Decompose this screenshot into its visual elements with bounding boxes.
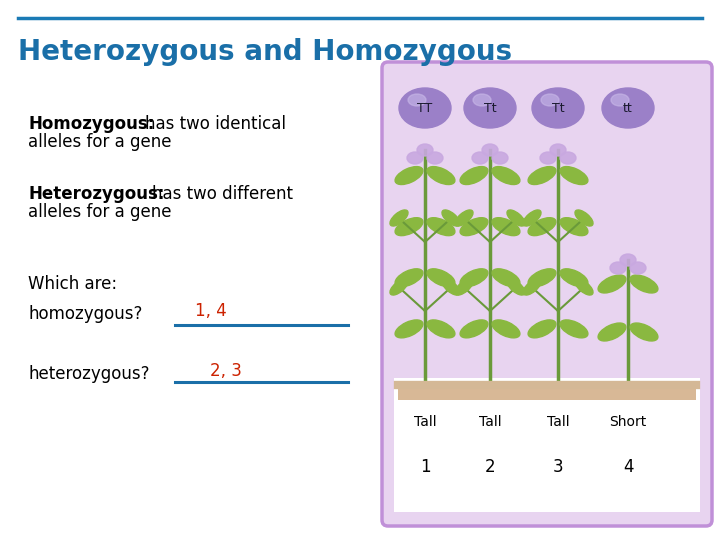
Ellipse shape <box>560 269 588 287</box>
Ellipse shape <box>460 320 488 338</box>
Ellipse shape <box>442 279 460 295</box>
Text: Heterozygous:: Heterozygous: <box>28 185 164 203</box>
Ellipse shape <box>482 144 498 156</box>
Ellipse shape <box>532 88 584 128</box>
Bar <box>398 385 696 400</box>
Text: Tall: Tall <box>479 415 501 429</box>
Ellipse shape <box>560 218 588 235</box>
Ellipse shape <box>523 279 541 295</box>
Ellipse shape <box>528 320 556 338</box>
Ellipse shape <box>541 94 559 106</box>
Text: Homozygous:  has two identical
alleles for a gene: Homozygous: has two identical alleles fo… <box>28 115 293 154</box>
Text: Short: Short <box>609 415 647 429</box>
Text: Heterozygous and Homozygous: Heterozygous and Homozygous <box>18 38 512 66</box>
Ellipse shape <box>550 144 566 156</box>
Ellipse shape <box>492 166 520 185</box>
Ellipse shape <box>427 320 455 338</box>
Ellipse shape <box>528 269 556 287</box>
Ellipse shape <box>560 152 576 164</box>
Text: 4: 4 <box>623 458 634 476</box>
Text: Tt: Tt <box>552 102 564 114</box>
Text: has two identical: has two identical <box>145 115 286 133</box>
Ellipse shape <box>575 279 593 295</box>
Text: alleles for a gene: alleles for a gene <box>28 203 171 221</box>
Text: Which are:: Which are: <box>28 275 117 293</box>
Ellipse shape <box>460 269 488 287</box>
Ellipse shape <box>611 94 629 106</box>
Ellipse shape <box>492 218 520 235</box>
Ellipse shape <box>464 88 516 128</box>
Text: tt: tt <box>623 102 633 114</box>
Ellipse shape <box>630 275 658 293</box>
Text: 3: 3 <box>553 458 563 476</box>
Text: 1, 4: 1, 4 <box>195 302 227 320</box>
Ellipse shape <box>455 279 473 295</box>
Text: 2, 3: 2, 3 <box>210 362 242 380</box>
Ellipse shape <box>427 152 443 164</box>
Text: heterozygous?: heterozygous? <box>28 365 150 383</box>
Text: Tall: Tall <box>546 415 570 429</box>
Ellipse shape <box>602 88 654 128</box>
Text: alleles for a gene: alleles for a gene <box>28 133 171 151</box>
Ellipse shape <box>598 323 626 341</box>
FancyBboxPatch shape <box>382 62 712 526</box>
Ellipse shape <box>442 210 460 226</box>
Ellipse shape <box>630 262 646 274</box>
Ellipse shape <box>427 218 455 235</box>
Ellipse shape <box>492 320 520 338</box>
Ellipse shape <box>408 94 426 106</box>
Text: 2: 2 <box>485 458 495 476</box>
Ellipse shape <box>390 279 408 295</box>
Text: Homozygous:: Homozygous: <box>28 115 154 133</box>
Bar <box>394 378 700 512</box>
Ellipse shape <box>610 262 626 274</box>
Ellipse shape <box>395 269 423 287</box>
Ellipse shape <box>473 94 491 106</box>
Ellipse shape <box>630 323 658 341</box>
Ellipse shape <box>390 210 408 226</box>
Ellipse shape <box>575 210 593 226</box>
Ellipse shape <box>460 218 488 235</box>
Ellipse shape <box>472 152 488 164</box>
Ellipse shape <box>455 210 473 226</box>
Ellipse shape <box>540 152 556 164</box>
Ellipse shape <box>417 144 433 156</box>
Ellipse shape <box>399 88 451 128</box>
Ellipse shape <box>427 269 455 287</box>
Ellipse shape <box>407 152 423 164</box>
Ellipse shape <box>460 166 488 185</box>
Text: has two different: has two different <box>152 185 293 203</box>
Ellipse shape <box>395 320 423 338</box>
Text: TT: TT <box>418 102 433 114</box>
Ellipse shape <box>507 210 525 226</box>
Ellipse shape <box>523 210 541 226</box>
Ellipse shape <box>598 275 626 293</box>
Ellipse shape <box>507 279 525 295</box>
Ellipse shape <box>620 254 636 266</box>
Text: Tall: Tall <box>414 415 436 429</box>
Ellipse shape <box>492 152 508 164</box>
Ellipse shape <box>427 166 455 185</box>
Text: homozygous?: homozygous? <box>28 305 143 323</box>
Ellipse shape <box>395 166 423 185</box>
Ellipse shape <box>560 166 588 185</box>
Text: Tt: Tt <box>484 102 496 114</box>
Ellipse shape <box>560 320 588 338</box>
Ellipse shape <box>395 218 423 235</box>
Text: 1: 1 <box>420 458 431 476</box>
Ellipse shape <box>492 269 520 287</box>
Ellipse shape <box>528 218 556 235</box>
Ellipse shape <box>528 166 556 185</box>
